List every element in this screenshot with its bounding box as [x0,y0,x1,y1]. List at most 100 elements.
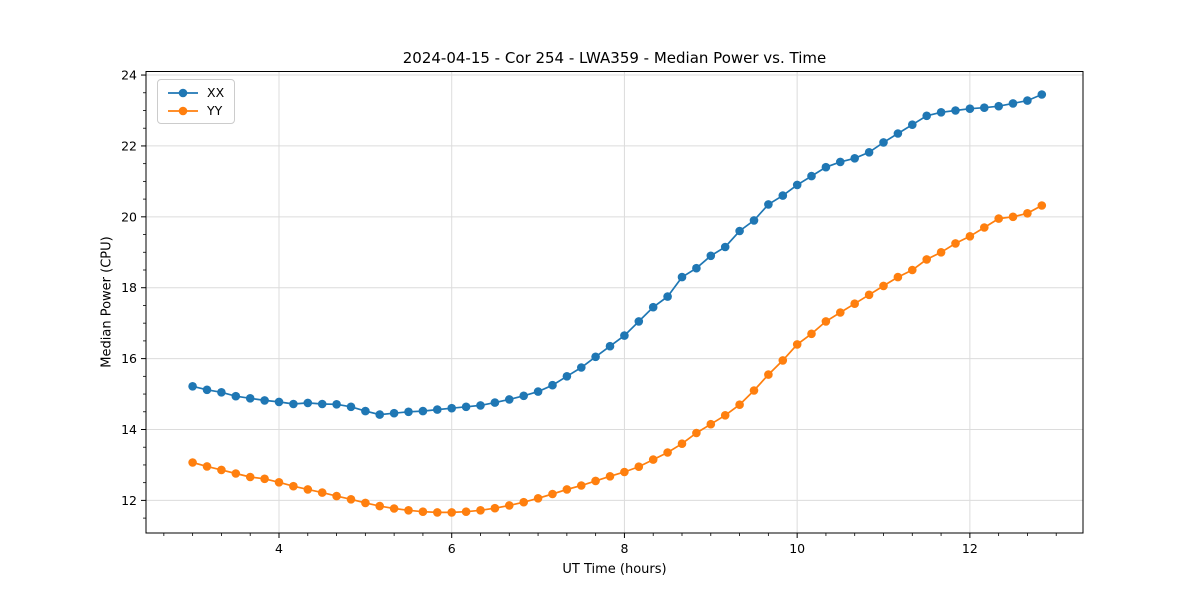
series-yy-marker [864,290,874,300]
series-xx-marker [332,400,341,409]
chart-title: 2024-04-15 - Cor 254 - LWA359 - Median P… [402,49,827,67]
series-xx-marker [202,385,212,395]
series-yy-marker [389,504,399,513]
series-yy-marker [418,507,428,516]
series-yy-marker [821,317,831,326]
series-xx-marker [260,396,269,405]
series-xx-marker [620,331,629,340]
series-yy-marker [332,491,341,501]
series-yy-marker [346,495,356,504]
series-xx-marker [836,157,845,167]
y-tick-label: 24 [121,68,137,83]
series-xx-line [192,93,1043,416]
series-yy-marker [936,248,946,257]
series-xx-marker [720,242,730,252]
series-xx-marker [706,251,716,261]
series-yy-marker [548,489,557,499]
series-xx-marker [634,317,644,326]
series-xx-marker [1037,90,1047,99]
series-yy-marker [361,498,370,508]
series-yy-marker [260,474,269,484]
series-yy-marker [620,467,629,477]
series-yy-marker [778,356,788,365]
series-xx-marker [663,292,672,301]
series-yy-marker [951,239,960,248]
series-yy-marker [648,455,658,464]
series-xx-marker [764,200,773,209]
series-xx-marker [577,363,586,372]
series-yy-marker [836,308,845,317]
series-yy-marker [634,462,644,472]
series-yy-marker [764,370,773,379]
legend-label-xx: XX [207,85,225,100]
series-yy-marker [1023,209,1032,218]
series-yy-marker [447,508,457,517]
x-axis-label: UT Time (hours) [562,562,667,577]
series-yy-marker [605,472,615,481]
series-xx-marker [389,408,399,418]
series-xx-marker [505,395,514,404]
y-tick-label: 18 [121,280,137,295]
x-tick-label: 10 [789,541,805,556]
series-xx-marker [591,352,600,362]
x-tick-label: 8 [620,541,628,556]
series-xx-marker [1023,96,1032,105]
series-xx-marker [433,405,442,414]
legend: XX YY [157,79,236,124]
series-xx-marker [605,341,615,351]
series-xx-marker [922,111,931,121]
series-xx-marker [245,394,255,403]
series-yy-marker [850,299,859,309]
series-xx-marker [346,402,356,412]
series-xx-marker [289,399,298,409]
series-yy-marker [1008,212,1018,222]
series-yy-marker [433,508,442,517]
series-xx-marker [231,391,241,401]
series-xx-marker [188,382,197,391]
series-xx-marker [980,103,989,112]
series-yy-marker [217,465,226,475]
series-xx-marker [908,120,917,129]
series-xx-marker [778,191,788,200]
y-axis-label: Median Power (CPU) [99,236,115,368]
series-xx-marker [490,398,500,407]
series-yy-marker [980,223,989,232]
series-xx-marker [692,263,701,273]
series-yy-marker [922,255,931,264]
x-tick-label: 12 [962,541,978,556]
series-xx-marker [375,410,385,419]
x-tick-label: 6 [448,541,456,556]
series-yy-marker [188,458,197,467]
series-yy-marker [994,214,1003,223]
y-tick-label: 16 [121,351,137,366]
series-yy-marker [202,462,212,471]
series-xx-marker [648,302,658,312]
series-xx-marker [936,108,946,117]
series-xx-marker [418,406,428,416]
series-xx-marker [864,148,874,157]
series-xx-marker [361,406,370,416]
legend-item-xx: XX [166,85,224,100]
legend-label-yy: YY [207,103,223,118]
series-yy-marker [807,329,816,339]
series-yy-marker [533,494,543,503]
series-yy-marker [908,265,917,275]
legend-item-yy: YY [166,103,224,118]
series-yy-marker [965,232,975,241]
series-yy-marker [519,497,528,507]
series-yy-marker [562,485,572,494]
series-yy-marker [317,488,327,497]
series-xx-marker [317,399,327,409]
series-xx-marker [893,129,903,138]
series-xx-marker [1008,99,1018,108]
series-xx-marker [447,403,457,413]
series-xx-marker [792,180,802,190]
series-xx-marker [519,391,528,401]
series-yy-marker [879,281,888,291]
plot-border [145,71,1084,534]
series-yy-marker [677,439,687,449]
y-tick-label: 14 [121,422,137,437]
series-xx-marker [476,401,485,410]
series-yy-marker [663,448,672,457]
